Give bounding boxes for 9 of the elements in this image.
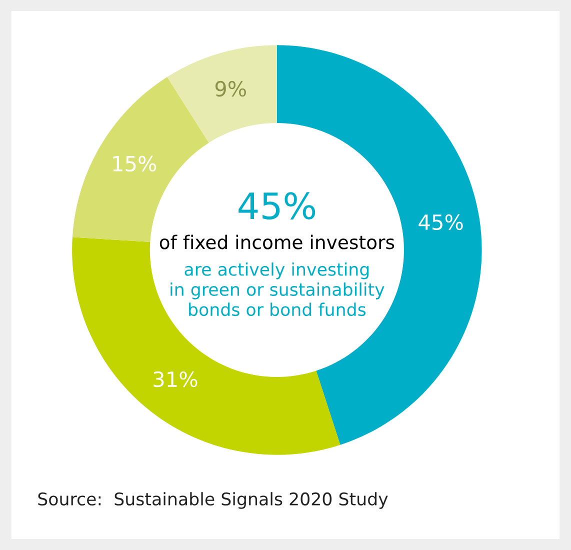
text: of fixed income investors (160, 234, 394, 250)
data-label: 31% (154, 371, 198, 388)
data-label: 9% (215, 80, 246, 97)
text: 45% (238, 192, 316, 220)
source-note: Source: Sustainable Signals 2020 Study (38, 492, 388, 509)
text: are actively investing in green or sustainability bonds or bond funds (170, 262, 384, 316)
donut-slice (167, 45, 277, 143)
data-label: 45% (418, 214, 463, 230)
data-label: 15% (113, 156, 156, 172)
